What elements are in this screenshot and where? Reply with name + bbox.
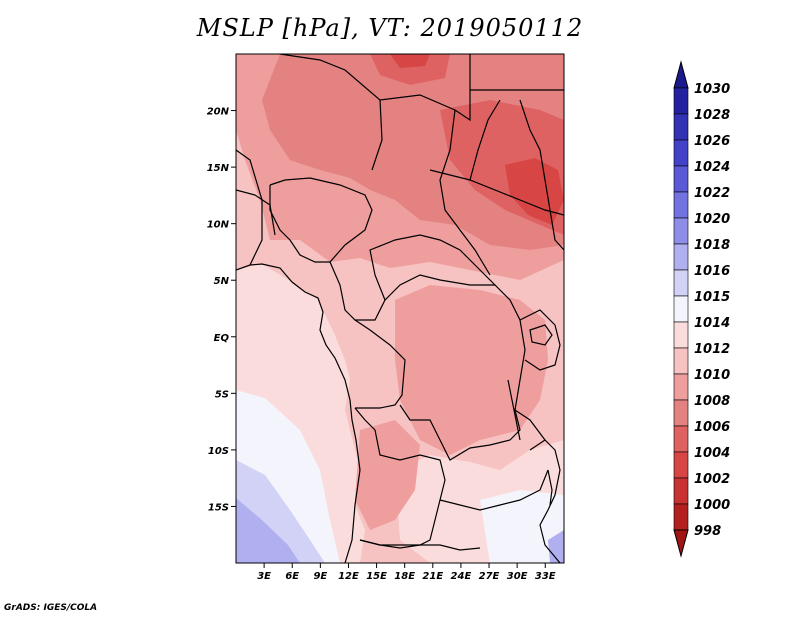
colorbar-swatch <box>673 139 689 167</box>
border-kenya-uganda <box>519 309 561 371</box>
border-sudan-south <box>429 169 564 216</box>
map-title: MSLP [hPa], VT: 2019050112 <box>0 14 800 42</box>
colorbar-bottom-extension <box>673 529 689 558</box>
colorbar-swatch <box>673 425 689 453</box>
lake-victoria <box>529 324 553 346</box>
colorbar-swatch <box>673 373 689 401</box>
border-tanzania <box>514 409 546 441</box>
credit-text: GrADS: IGES/COLA <box>4 603 98 613</box>
border-chad-sudan <box>439 109 491 276</box>
coastline-west <box>236 263 361 563</box>
colorbar-swatch <box>673 243 689 271</box>
colorbar-label: 1006 <box>694 420 730 435</box>
lat-tick-label: 5S <box>215 389 229 400</box>
lon-tick-label: 3E <box>257 571 271 582</box>
lon-tick-label: 27E <box>479 571 500 582</box>
field-1004-top <box>370 54 450 85</box>
colorbar-label: 1026 <box>694 134 730 149</box>
colorbar-label: 1030 <box>694 82 730 97</box>
border-nigeria <box>269 177 373 263</box>
colorbar-label: 1028 <box>694 108 730 123</box>
nile <box>469 99 501 181</box>
colorbar-swatch <box>673 321 689 349</box>
colorbar-swatch <box>673 269 689 297</box>
colorbar-label: 1004 <box>694 446 730 461</box>
colorbar-swatch <box>673 503 689 531</box>
lon-tick-label: 6E <box>285 571 299 582</box>
lat-tick-label: 10N <box>207 220 230 231</box>
colorbar-label: 1014 <box>694 316 730 331</box>
field-1008-south <box>355 420 420 530</box>
colorbar-swatch <box>673 451 689 479</box>
colorbar-top-extension <box>673 60 689 89</box>
colorbar-swatch <box>673 399 689 427</box>
colorbar-label: 1020 <box>694 212 730 227</box>
lon-tick-label: 21E <box>422 571 443 582</box>
latitude-axis: 20N 15N 10N 5N EQ 5S 10S 15S <box>207 107 236 513</box>
colorbar-swatch <box>673 217 689 245</box>
field-1002-top <box>390 54 430 68</box>
colorbar-label: 1022 <box>694 186 730 201</box>
country-borders <box>236 54 564 563</box>
lake-tanganyika <box>507 379 521 441</box>
colorbar-swatch <box>673 191 689 219</box>
pressure-field <box>236 54 564 563</box>
lat-tick-label: 15N <box>207 163 230 174</box>
lake-malawi <box>547 469 553 506</box>
lon-tick-label: 12E <box>338 571 359 582</box>
lat-tick-label: EQ <box>214 333 230 344</box>
border-namibia <box>359 539 481 551</box>
lon-tick-label: 18E <box>394 571 415 582</box>
border-burkina <box>236 189 276 236</box>
border-car <box>369 234 497 302</box>
border-ethiopia <box>519 99 564 251</box>
colorbar-label: 1016 <box>694 264 730 279</box>
colorbar-swatch <box>673 87 689 115</box>
colorbar-swatch <box>673 165 689 193</box>
lat-tick-label: 10S <box>208 446 229 457</box>
field-1008-congo <box>395 285 548 455</box>
lon-tick-label: 30E <box>507 571 528 582</box>
colorbar-label: 1018 <box>694 238 730 253</box>
lon-tick-label: 9E <box>313 571 327 582</box>
map-frame <box>235 53 565 564</box>
colorbar-label: 1008 <box>694 394 730 409</box>
lat-tick-label: 20N <box>207 107 230 118</box>
lat-tick-label: 15S <box>208 502 229 513</box>
field-1014-se <box>480 490 564 563</box>
border-mali-algeria <box>279 54 383 171</box>
colorbar-label: 1000 <box>694 498 730 513</box>
field-1016 <box>236 498 300 563</box>
colorbar-label: 1002 <box>694 472 730 487</box>
border-drc-east <box>399 284 526 461</box>
map-title-text: MSLP [hPa], VT: 2019050112 <box>196 14 584 42</box>
colorbar-swatch <box>673 347 689 375</box>
colorbar-label: 998 <box>694 524 721 539</box>
border-cameroon <box>329 261 386 321</box>
border-angola <box>354 407 446 549</box>
colorbar: 1030 1028 1026 1024 1022 1020 1018 1016 1015 1014… <box>673 60 730 558</box>
colorbar-swatch <box>673 295 689 323</box>
colorbar-label: 1024 <box>694 160 730 175</box>
longitude-axis: 3E 6E 9E 12E 15E 18E 21E 24E 27E 30E 33E <box>257 563 556 582</box>
lon-tick-label: 33E <box>535 571 556 582</box>
colorbar-swatch <box>673 477 689 505</box>
lat-tick-label: 5N <box>214 276 230 287</box>
border-zambia <box>439 469 549 511</box>
border-congo-drc <box>354 319 406 409</box>
border-mozambique <box>529 439 561 563</box>
colorbar-label: 1012 <box>694 342 730 357</box>
lon-tick-label: 15E <box>366 571 387 582</box>
field-1016-se <box>548 530 564 563</box>
lon-tick-label: 24E <box>451 571 472 582</box>
colorbar-label: 1015 <box>694 290 730 305</box>
colorbar-label: 1010 <box>694 368 730 383</box>
colorbar-swatch <box>673 113 689 141</box>
